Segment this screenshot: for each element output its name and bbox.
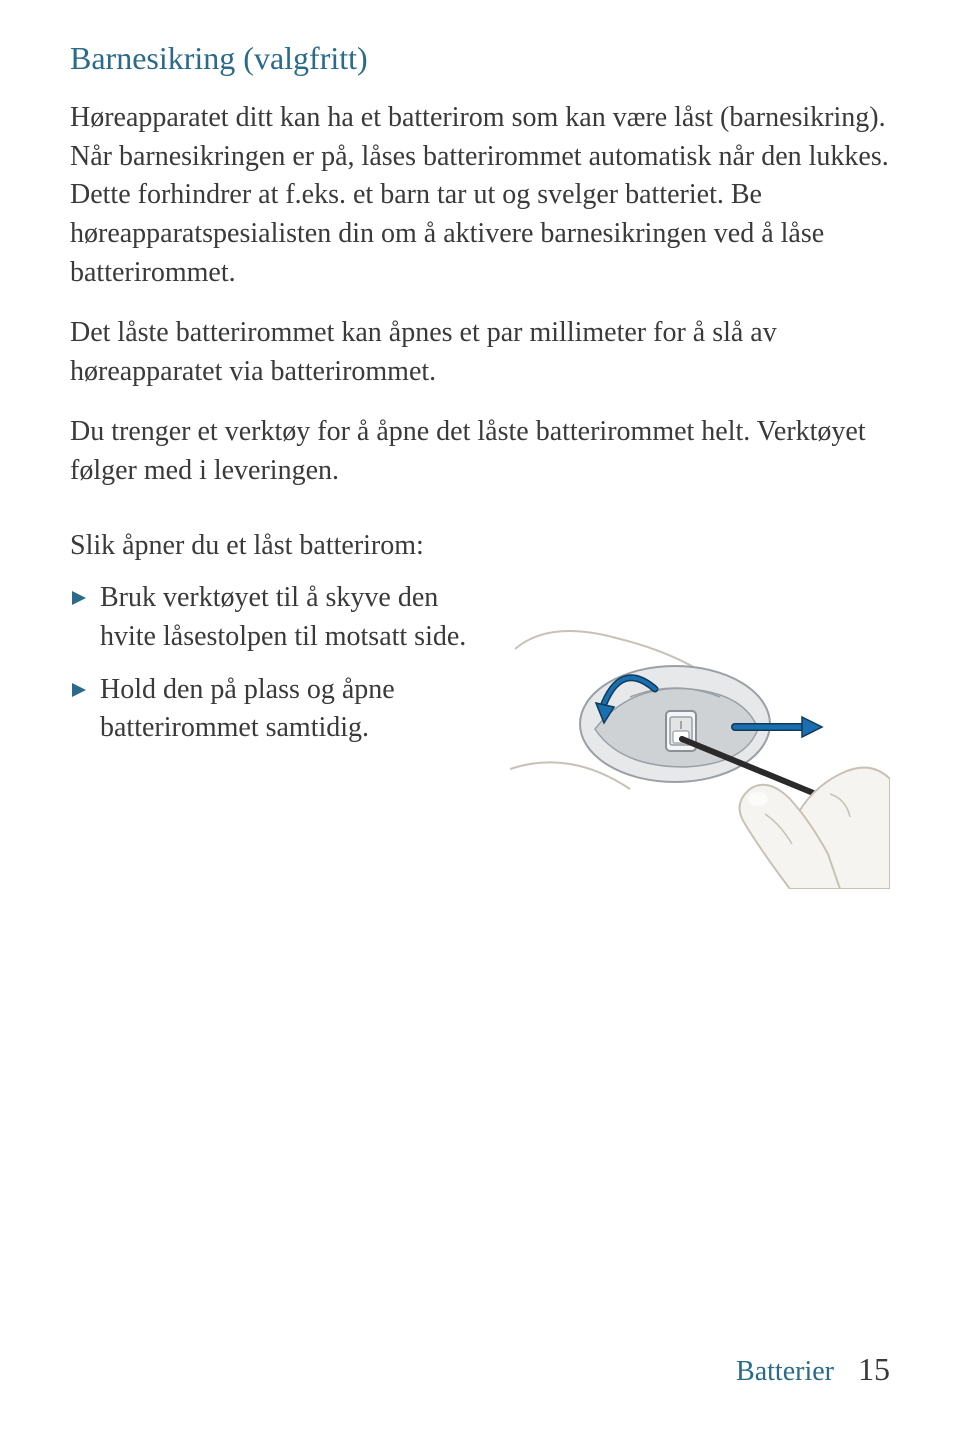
list-item: Bruk verktøyet til å skyve den hvite lås… bbox=[70, 579, 480, 656]
instruction-list-container: Bruk verktøyet til å skyve den hvite lås… bbox=[70, 579, 890, 889]
triangle-bullet-icon bbox=[70, 681, 88, 699]
footer-page-number: 15 bbox=[858, 1351, 890, 1388]
illustration bbox=[510, 579, 890, 889]
instruction-list: Bruk verktøyet til å skyve den hvite lås… bbox=[70, 579, 480, 889]
footer-section-label: Batterier bbox=[736, 1356, 834, 1388]
triangle-bullet-icon bbox=[70, 589, 88, 607]
list-item: Hold den på plass og åpne batterirommet … bbox=[70, 671, 480, 748]
list-item-text: Hold den på plass og åpne batterirommet … bbox=[100, 671, 480, 748]
section-heading: Barnesikring (valgfritt) bbox=[70, 40, 890, 77]
instruction-subheading: Slik åpner du et låst batterirom: bbox=[70, 527, 890, 566]
page-footer: Batterier 15 bbox=[736, 1351, 890, 1388]
paragraph-3: Du trenger et verktøy for å åpne det lås… bbox=[70, 413, 890, 490]
list-item-text: Bruk verktøyet til å skyve den hvite lås… bbox=[100, 579, 480, 656]
paragraph-2: Det låste batterirommet kan åpnes et par… bbox=[70, 314, 890, 391]
paragraph-1: Høreapparatet ditt kan ha et batterirom … bbox=[70, 99, 890, 292]
